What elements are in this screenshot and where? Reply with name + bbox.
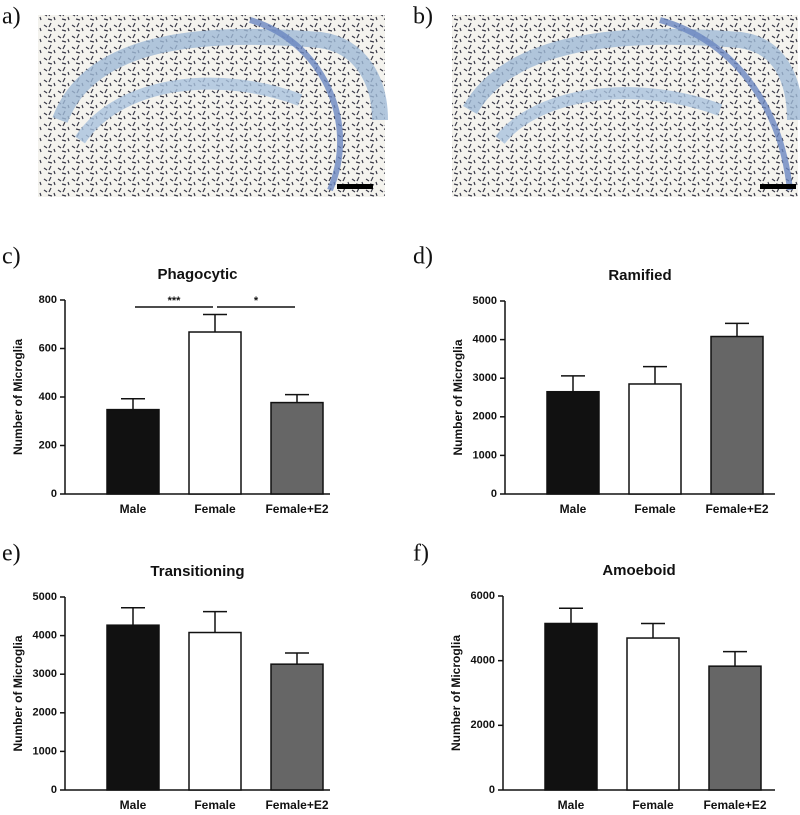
bar [270,663,324,791]
x-tick-label: Female+E2 [705,502,768,516]
chart-title: Ramified [608,267,671,284]
x-tick-label: Male [560,502,587,516]
y-tick-label: 2000 [471,719,495,731]
bar [628,383,682,495]
panel-label: c) [2,244,21,270]
y-axis-label: Number of Microglia [449,635,463,751]
chart-title: Transitioning [150,563,244,580]
x-tick-label: Male [120,502,147,516]
x-tick-label: Female [194,798,236,812]
y-tick-label: 4000 [33,630,57,642]
y-tick-label: 0 [51,784,57,796]
y-tick-label: 4000 [471,655,495,667]
y-tick-label: 2000 [33,707,57,719]
bar [270,401,324,495]
y-tick-label: 5000 [33,591,57,603]
micrograph-a [38,15,388,197]
y-axis-label: Number of Microglia [451,339,465,455]
bar [708,665,762,791]
significance-label: * [254,295,259,307]
y-tick-label: 800 [39,294,57,306]
y-tick-label: 4000 [473,334,497,346]
y-tick-label: 3000 [33,668,57,680]
chart-title: Amoeboid [602,562,675,579]
y-tick-label: 2000 [473,411,497,423]
y-tick-label: 200 [39,439,57,451]
micrograph-b [452,15,800,197]
y-axis-label: Number of Microglia [11,339,25,455]
x-tick-label: Male [558,798,585,812]
y-tick-label: 0 [489,784,495,796]
bar [106,408,160,495]
y-tick-label: 0 [491,488,497,500]
y-tick-label: 400 [39,391,57,403]
y-tick-label: 0 [51,488,57,500]
y-axis-label: Number of Microglia [11,635,25,751]
bar [626,637,680,791]
x-tick-label: Male [120,798,147,812]
panel-label: d) [413,244,433,270]
x-tick-label: Female [194,502,236,516]
panel-label: b) [413,4,433,30]
y-tick-label: 1000 [473,449,497,461]
panel-label: a) [2,4,21,30]
y-tick-label: 5000 [473,295,497,307]
x-tick-label: Female+E2 [703,798,766,812]
y-tick-label: 600 [39,342,57,354]
bar [188,331,242,495]
bar [544,622,598,791]
bar [106,624,160,791]
y-tick-label: 3000 [473,372,497,384]
bar [188,631,242,791]
x-tick-label: Female+E2 [265,502,328,516]
panel-label: f) [413,541,429,567]
y-tick-label: 1000 [33,745,57,757]
chart-title: Phagocytic [157,266,237,283]
significance-label: *** [168,295,182,307]
x-tick-label: Female+E2 [265,798,328,812]
bar [710,335,764,495]
x-tick-label: Female [632,798,674,812]
y-tick-label: 6000 [471,590,495,602]
panel-label: e) [2,541,21,567]
x-tick-label: Female [634,502,676,516]
bar [546,390,600,495]
